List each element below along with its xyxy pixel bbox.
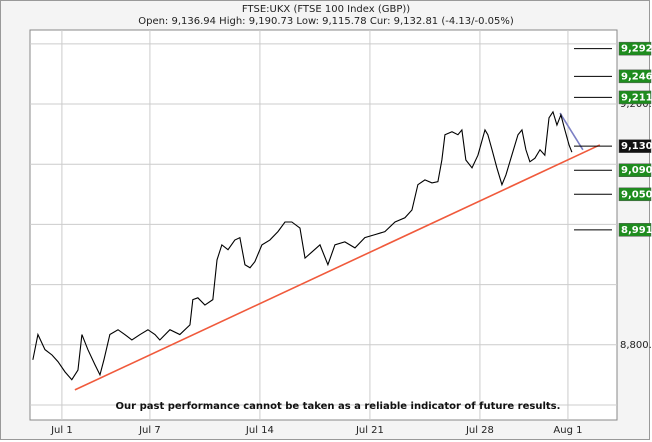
level-label: 9,130. (621, 141, 652, 152)
y-tick-label: 9,200. (620, 99, 652, 110)
level-box (618, 163, 652, 177)
chart-title: FTSE:UKX (FTSE 100 Index (GBP)) (242, 4, 410, 15)
chart-subtitle: Open: 9,136.94 High: 9,190.73 Low: 9,115… (138, 16, 514, 27)
x-tick-label: Aug 1 (553, 425, 582, 436)
x-tick-label: Jul 21 (355, 425, 384, 436)
x-tick-label: Jul 28 (465, 425, 494, 436)
plot-area (29, 29, 618, 421)
level-label: 8,991. (621, 225, 652, 236)
level-box (618, 187, 652, 202)
level-box (618, 41, 652, 56)
level-box (618, 139, 652, 153)
level-label: 9,211. (621, 92, 652, 103)
y-tick-label: 8,800. (620, 340, 652, 351)
level-box (618, 90, 652, 105)
level-label: 9,292. (621, 44, 652, 55)
level-label: 9,090. (621, 165, 652, 176)
trend-line (74, 144, 601, 391)
x-tick-label: Jul 7 (138, 425, 161, 436)
price-line (32, 110, 573, 381)
x-tick-label: Jul 1 (50, 425, 73, 436)
level-box (618, 223, 652, 237)
level-box (618, 69, 652, 84)
level-label: 9,050. (621, 189, 652, 200)
x-tick-label: Jul 14 (245, 425, 274, 436)
trend-line (559, 112, 584, 151)
disclaimer: Our past performance cannot be taken as … (116, 401, 561, 412)
level-label: 9,246. (621, 71, 652, 82)
